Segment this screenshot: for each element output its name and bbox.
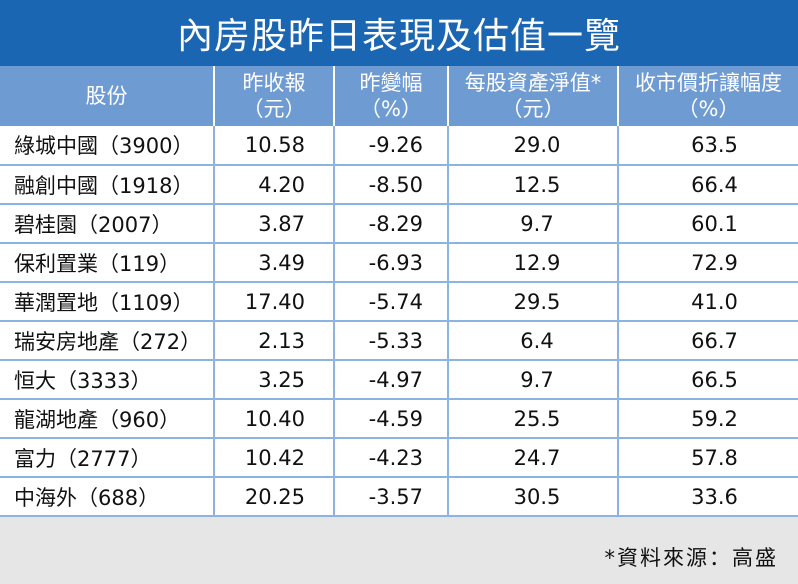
discount-rate: 57.8 [617,437,798,477]
source-note: *資料來源：高盛 [604,546,778,570]
discount-rate: 66.5 [617,359,798,399]
price-change: -6.93 [333,242,448,282]
price-change: -5.33 [333,320,448,360]
stock-name: 龍湖地產（960） [0,398,214,438]
stock-name: 保利置業（119） [0,242,214,282]
nav-per-share: 12.5 [447,164,618,204]
close-price: 20.25 [213,476,334,517]
header-close: 昨收報 （元） [213,66,334,126]
close-price: 17.40 [213,281,334,321]
price-change: -4.59 [333,398,448,438]
discount-rate: 63.5 [617,126,798,165]
price-change: -4.97 [333,359,448,399]
table-row: 華潤置地（1109） 17.40 -5.74 29.5 41.0 [0,281,798,321]
nav-per-share: 25.5 [447,398,618,438]
header-discount: 收市價折讓幅度 （%） [617,66,798,126]
header-nav-unit: （元） [501,97,565,121]
discount-rate: 66.4 [617,164,798,204]
discount-rate: 72.9 [617,242,798,282]
discount-rate: 66.7 [617,320,798,360]
stock-name: 華潤置地（1109） [0,281,214,321]
header-stock-label: 股份 [85,84,128,108]
table-row: 恒大（3333） 3.25 -4.97 9.7 66.5 [0,359,798,399]
table-row: 碧桂園（2007） 3.87 -8.29 9.7 60.1 [0,203,798,243]
price-change: -4.23 [333,437,448,477]
discount-rate: 33.6 [617,476,798,517]
price-change: -9.26 [333,126,448,165]
table-row: 保利置業（119） 3.49 -6.93 12.9 72.9 [0,242,798,282]
header-row: 股份 昨收報 （元） 昨變幅 （%） 每股資產淨值* （元） 收市價折讓幅度 （… [0,66,798,126]
table-row: 中海外（688） 20.25 -3.57 30.5 33.6 [0,476,798,517]
header-change-label: 昨變幅 [359,71,423,95]
nav-per-share: 12.9 [447,242,618,282]
table-row: 龍湖地產（960） 10.40 -4.59 25.5 59.2 [0,398,798,438]
nav-per-share: 9.7 [447,203,618,243]
table-title: 內房股昨日表現及估值一覽 [0,0,798,66]
close-price: 10.42 [213,437,334,477]
close-price: 4.20 [213,164,334,204]
price-change: -8.29 [333,203,448,243]
close-price: 3.87 [213,203,334,243]
stock-name: 富力（2777） [0,437,214,477]
table-row: 富力（2777） 10.42 -4.23 24.7 57.8 [0,437,798,477]
nav-per-share: 29.5 [447,281,618,321]
discount-rate: 41.0 [617,281,798,321]
stock-name: 中海外（688） [0,476,214,517]
header-nav: 每股資產淨值* （元） [447,66,618,126]
stock-name: 瑞安房地產（272） [0,320,214,360]
table-row: 瑞安房地產（272） 2.13 -5.33 6.4 66.7 [0,320,798,360]
price-change: -5.74 [333,281,448,321]
nav-per-share: 9.7 [447,359,618,399]
close-price: 10.58 [213,126,334,165]
header-close-unit: （元） [242,97,306,121]
valuation-table: 股份 昨收報 （元） 昨變幅 （%） 每股資產淨值* （元） 收市價折讓幅度 （… [0,66,798,517]
table-row: 融創中國（1918） 4.20 -8.50 12.5 66.4 [0,164,798,204]
table-row: 綠城中國（3900） 10.58 -9.26 29.0 63.5 [0,126,798,165]
price-change: -8.50 [333,164,448,204]
close-price: 3.25 [213,359,334,399]
close-price: 2.13 [213,320,334,360]
stock-name: 綠城中國（3900） [0,126,214,165]
close-price: 3.49 [213,242,334,282]
stock-name: 融創中國（1918） [0,164,214,204]
header-discount-label: 收市價折讓幅度 [635,71,782,95]
discount-rate: 59.2 [617,398,798,438]
header-change: 昨變幅 （%） [333,66,448,126]
header-change-unit: （%） [360,97,422,121]
stock-name: 碧桂園（2007） [0,203,214,243]
nav-per-share: 24.7 [447,437,618,477]
nav-per-share: 29.0 [447,126,618,165]
nav-per-share: 30.5 [447,476,618,517]
header-close-label: 昨收報 [242,71,306,95]
stock-name: 恒大（3333） [0,359,214,399]
nav-per-share: 6.4 [447,320,618,360]
close-price: 10.40 [213,398,334,438]
header-discount-unit: （%） [677,97,740,121]
header-nav-label: 每股資產淨值* [464,71,602,95]
price-change: -3.57 [333,476,448,517]
discount-rate: 60.1 [617,203,798,243]
header-stock: 股份 [0,66,214,126]
